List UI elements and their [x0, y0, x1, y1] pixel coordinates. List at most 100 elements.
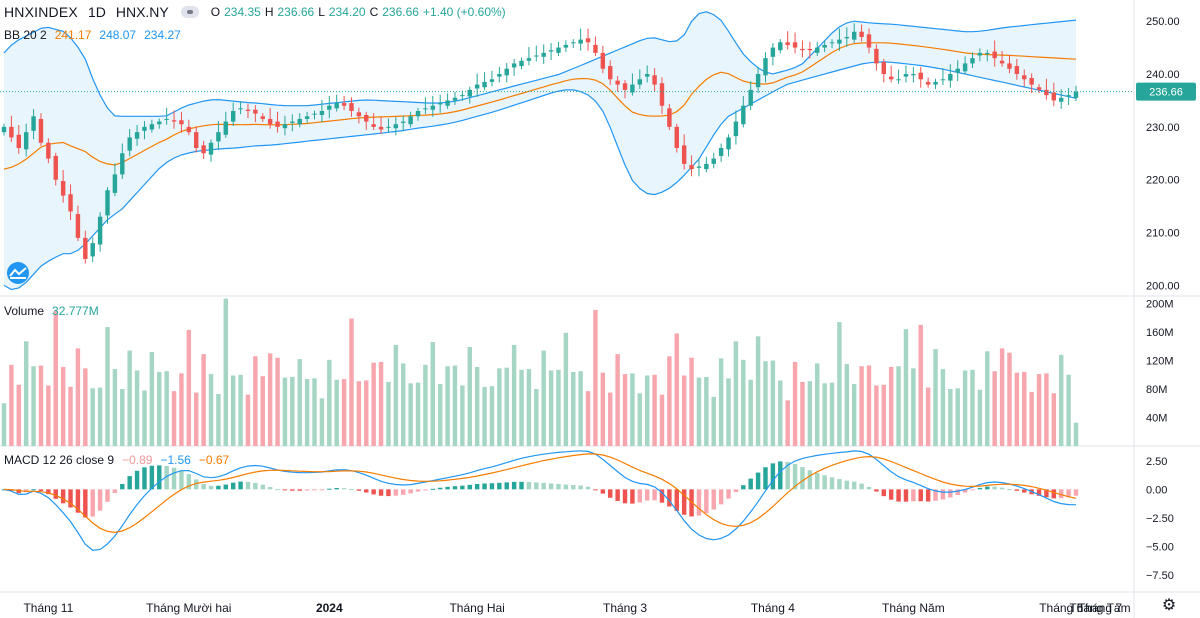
macd-hist-bar — [142, 467, 147, 490]
volume-bar — [534, 389, 539, 446]
candle-body — [1058, 97, 1064, 102]
candle-body — [511, 63, 517, 68]
macd-hist-bar — [556, 483, 561, 490]
candle-body — [970, 58, 975, 64]
candle — [866, 28, 872, 54]
candle — [157, 118, 162, 129]
macd-hist-bar — [1014, 489, 1020, 491]
macd-hist-bar — [807, 470, 813, 490]
candle-body — [933, 81, 938, 85]
candle-body — [474, 84, 480, 89]
candle — [297, 113, 302, 128]
volume-bar — [755, 336, 761, 446]
candle-body — [334, 103, 339, 109]
macd-hist-bar — [829, 477, 835, 490]
macd-hist-bar — [341, 488, 347, 490]
macd-hist-bar — [127, 476, 132, 490]
volume-bar — [778, 380, 783, 446]
candle — [60, 169, 66, 203]
volume-bar — [726, 378, 731, 446]
candle-body — [1044, 89, 1049, 96]
macd-hist-bar — [75, 489, 81, 513]
candle — [726, 134, 731, 157]
candle — [1029, 73, 1034, 94]
candle-body — [548, 50, 554, 52]
volume-bar — [401, 363, 406, 446]
bb-upper-line — [3, 11, 1077, 117]
tradingview-logo-icon[interactable] — [4, 262, 32, 284]
macd-hist-bar — [933, 489, 938, 501]
macd-hist-bar — [179, 470, 184, 490]
price-axis-tick: 230.00 — [1146, 122, 1180, 134]
candle-body — [275, 121, 280, 127]
candle — [667, 103, 672, 131]
volume-bar — [349, 318, 354, 446]
volume-bar — [948, 389, 953, 446]
volume-bar — [223, 298, 229, 446]
volume-bar — [763, 361, 768, 446]
macd-axis-tick: 0.00 — [1146, 484, 1167, 496]
ohlc-low-label: L — [318, 5, 325, 19]
volume-bar — [415, 382, 421, 446]
candle-body — [837, 39, 842, 44]
volume-bar — [408, 383, 413, 446]
volume-bar — [1014, 372, 1020, 446]
symbol-name[interactable]: HNXINDEX — [4, 4, 78, 20]
candle-body — [770, 47, 776, 57]
candle-body — [216, 132, 221, 142]
candle — [955, 60, 960, 82]
candle-body — [652, 75, 657, 85]
candle — [652, 68, 657, 92]
volume-bar — [230, 375, 236, 446]
volume-legend[interactable]: Volume 32.777M — [4, 304, 99, 318]
candle-body — [903, 74, 909, 77]
interval[interactable]: 1D — [87, 4, 106, 20]
macd-legend[interactable]: MACD 12 26 close 9 −0.89 −1.56 −0.67 — [4, 453, 229, 467]
volume-bar — [1007, 352, 1012, 446]
candle — [415, 107, 421, 121]
volume-bar — [711, 396, 716, 446]
volume-bar — [785, 400, 790, 446]
volume-bar — [341, 379, 347, 446]
bb-legend[interactable]: BB 20 2 241.17 248.07 234.27 — [4, 28, 181, 42]
candle — [504, 62, 509, 83]
volume-bar — [208, 374, 214, 446]
macd-hist-bar — [194, 479, 199, 490]
volume-bar — [53, 310, 58, 446]
volume-bar — [792, 361, 798, 446]
candle-body — [201, 145, 206, 154]
candle-body — [534, 55, 539, 57]
candle-body — [186, 126, 192, 133]
symbol-legend: HNXINDEX 1D HNX.NY O 234.35 H 236.66 L 234.… — [4, 4, 506, 20]
candle — [770, 43, 776, 66]
candle-body — [748, 89, 753, 106]
candle — [1014, 58, 1020, 80]
volume-bar — [896, 366, 901, 446]
macd-hist-bar — [718, 489, 724, 505]
volume-bar — [16, 384, 22, 446]
candle-body — [1051, 92, 1057, 101]
candle-body — [497, 74, 502, 77]
candle — [393, 117, 399, 136]
volume-bar — [585, 391, 591, 446]
candle-body — [800, 48, 805, 51]
price-axis-tick: 220.00 — [1146, 175, 1180, 187]
candle — [423, 97, 428, 115]
volume-axis-tick: 160M — [1146, 327, 1174, 339]
candle-body — [75, 214, 81, 238]
candle — [179, 111, 184, 133]
macd-hist-bar — [822, 475, 827, 490]
candle — [556, 41, 561, 57]
volume-bar — [489, 386, 495, 446]
candle-body — [977, 52, 983, 56]
macd-hist-bar — [571, 485, 576, 490]
candle-body — [630, 84, 635, 93]
bb-basis-line — [3, 42, 1077, 170]
eye-icon[interactable] — [180, 6, 199, 18]
gear-icon[interactable]: ⚙ — [1161, 597, 1177, 614]
volume-bar — [608, 392, 613, 446]
candle — [90, 237, 95, 263]
volume-bar — [364, 380, 369, 446]
macd-hist-bar — [977, 487, 983, 490]
